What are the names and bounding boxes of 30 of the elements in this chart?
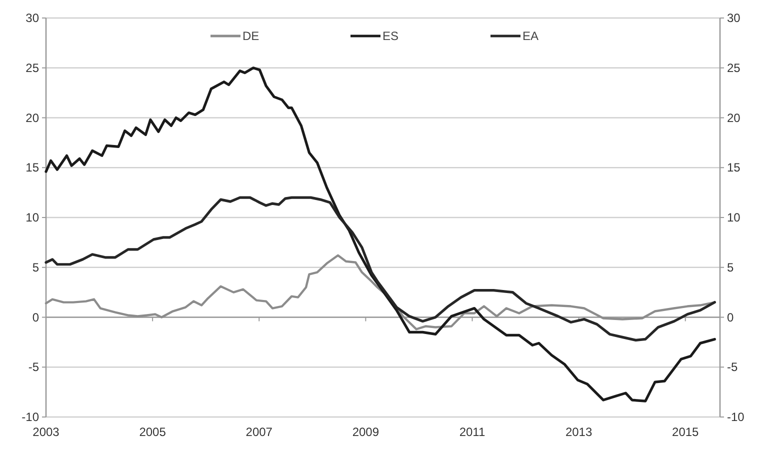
y-tick-label: 20 [26,110,40,125]
y-tick-label: 15 [26,160,40,175]
x-tick-label: 2011 [459,425,486,439]
y2-tick-label: 15 [727,160,741,175]
y2-tick-label: -10 [727,410,745,424]
y2-tick-label: 25 [727,60,741,75]
legend-label: EA [522,29,539,43]
y-tick-label: 25 [26,60,40,75]
legend-label: DE [242,29,260,43]
y2-tick-label: -5 [727,360,738,374]
x-tick-label: 2005 [139,425,166,439]
x-tick-label: 2007 [246,425,273,439]
y-tick-label: 10 [26,210,40,224]
y-tick-label: 0 [32,310,40,324]
x-tick-label: 2015 [672,425,700,439]
y2-tick-label: 5 [727,260,734,274]
x-tick-label: 2009 [352,425,380,439]
y2-tick-label: 30 [727,11,741,25]
y-tick-label: -10 [22,410,40,424]
line-series [44,66,716,402]
y-tick-label: -5 [28,360,40,374]
y-tick-label: 5 [32,260,40,274]
x-tick-label: 2013 [565,425,592,439]
line-series [44,254,716,330]
y-tick-label: 30 [26,11,40,25]
legend-label: ES [382,29,399,43]
y2-tick-label: 10 [727,210,741,224]
x-tick-label: 2003 [32,425,60,439]
y2-tick-label: 20 [727,110,741,125]
y2-tick-label: 0 [727,310,734,324]
